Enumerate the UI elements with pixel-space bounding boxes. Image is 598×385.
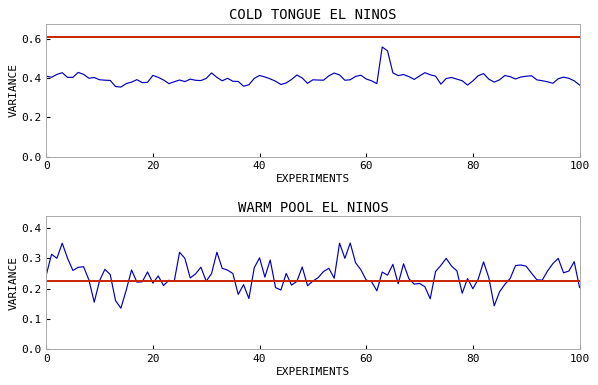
X-axis label: EXPERIMENTS: EXPERIMENTS xyxy=(276,367,350,377)
Y-axis label: VARIANCE: VARIANCE xyxy=(8,63,19,117)
Title: WARM POOL EL NINOS: WARM POOL EL NINOS xyxy=(237,201,388,215)
Y-axis label: VARIANCE: VARIANCE xyxy=(8,256,19,310)
X-axis label: EXPERIMENTS: EXPERIMENTS xyxy=(276,174,350,184)
Title: COLD TONGUE EL NINOS: COLD TONGUE EL NINOS xyxy=(229,8,396,22)
